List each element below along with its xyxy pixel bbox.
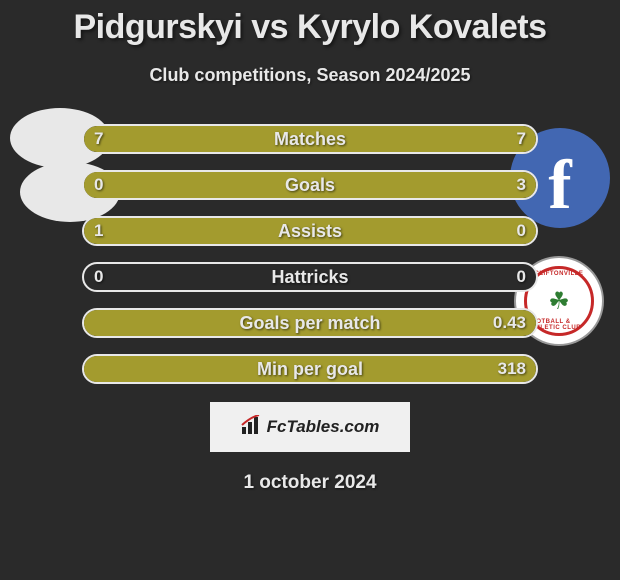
stat-row: 03Goals [70, 170, 550, 200]
stat-label: Goals [70, 170, 550, 200]
fctables-watermark[interactable]: FcTables.com [210, 402, 410, 452]
stat-label: Matches [70, 124, 550, 154]
snapshot-date: 1 october 2024 [0, 472, 620, 494]
stat-row: 0.43Goals per match [70, 308, 550, 338]
comparison-title: Pidgurskyi vs Kyrylo Kovalets [0, 0, 620, 47]
stat-label: Hattricks [70, 262, 550, 292]
stat-label: Assists [70, 216, 550, 246]
stat-row: 77Matches [70, 124, 550, 154]
stat-label: Goals per match [70, 308, 550, 338]
comparison-subtitle: Club competitions, Season 2024/2025 [0, 65, 620, 86]
fctables-logo-icon [241, 415, 261, 440]
stat-row: 318Min per goal [70, 354, 550, 384]
stat-label: Min per goal [70, 354, 550, 384]
stat-row: 00Hattricks [70, 262, 550, 292]
shamrock-icon: ☘ [548, 287, 570, 316]
fctables-label: FcTables.com [267, 417, 380, 437]
stat-row: 10Assists [70, 216, 550, 246]
